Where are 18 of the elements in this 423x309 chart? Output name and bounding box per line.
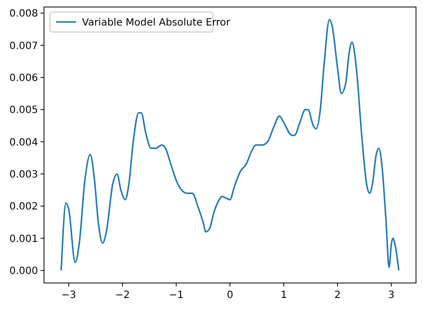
x-tick-label: −2 (115, 290, 130, 301)
y-tick-label: 0.006 (9, 72, 38, 84)
y-tick-label: 0.005 (9, 105, 38, 116)
x-tick-label: 3 (388, 290, 394, 301)
legend-label: Variable Model Absolute Error (82, 18, 232, 28)
y-tick-label: 0.004 (9, 137, 38, 148)
y-tick-label: 0.001 (9, 234, 38, 245)
x-tick-label: 0 (226, 290, 234, 301)
y-tick-label: 0.007 (9, 40, 38, 52)
y-tick-label: 0.003 (9, 169, 38, 180)
x-tick-label: −3 (61, 290, 76, 301)
y-tick-label: 0.000 (9, 266, 38, 277)
x-tick-label: 1 (280, 290, 287, 301)
y-tick-label: 0.002 (9, 202, 38, 213)
x-tick-label: 2 (334, 290, 341, 301)
y-tick-label: 0.008 (9, 8, 38, 20)
line-series (60, 18, 400, 272)
x-tick-label: −1 (168, 290, 184, 301)
